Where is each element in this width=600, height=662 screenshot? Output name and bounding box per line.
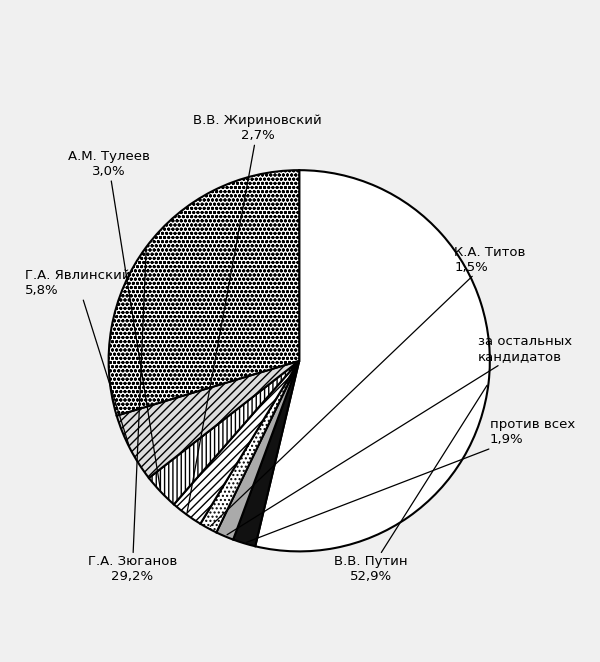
Text: В.В. Путин
52,9%: В.В. Путин 52,9%: [334, 385, 487, 583]
Wedge shape: [116, 361, 299, 478]
Text: Г.А. Зюганов
29,2%: Г.А. Зюганов 29,2%: [88, 250, 177, 583]
Text: за остальных
кандидатов: за остальных кандидатов: [227, 335, 572, 535]
Text: А.М. Тулеев
3,0%: А.М. Тулеев 3,0%: [68, 150, 160, 489]
Wedge shape: [200, 361, 299, 532]
Wedge shape: [149, 361, 299, 504]
Text: против всех
1,9%: против всех 1,9%: [247, 418, 575, 542]
Wedge shape: [217, 361, 299, 540]
Wedge shape: [174, 361, 299, 524]
Text: К.А. Титов
1,5%: К.А. Титов 1,5%: [210, 246, 526, 526]
Wedge shape: [233, 361, 299, 546]
Text: В.В. Жириновский
2,7%: В.В. Жириновский 2,7%: [187, 115, 322, 512]
Wedge shape: [109, 170, 299, 416]
Wedge shape: [255, 170, 490, 551]
Text: Г.А. Явлинский
5,8%: Г.А. Явлинский 5,8%: [25, 269, 131, 446]
